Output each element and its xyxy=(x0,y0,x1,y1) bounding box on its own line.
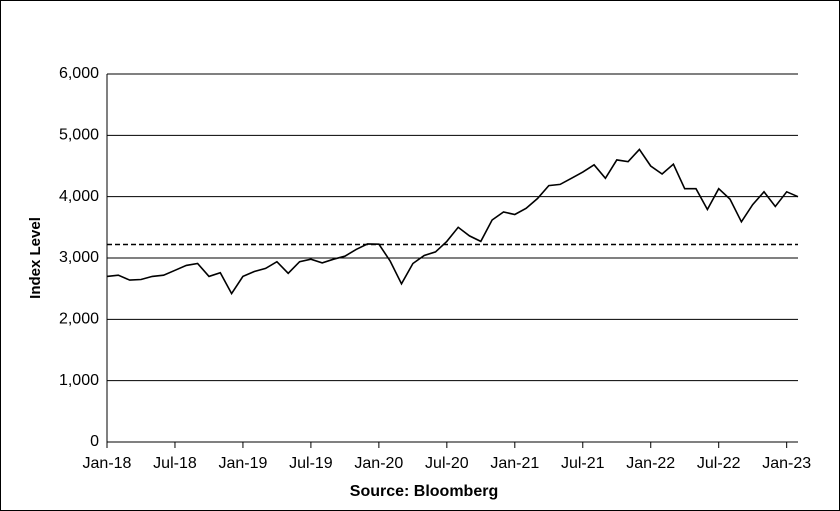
y-tick-label: 1,000 xyxy=(59,372,99,389)
y-axis-label: Index Level xyxy=(27,217,44,299)
y-tick-label: 0 xyxy=(90,433,99,450)
y-tick-label: 4,000 xyxy=(59,188,99,205)
line-series xyxy=(106,148,799,296)
x-tick-label: Jul-18 xyxy=(153,455,197,472)
x-tick-label: Jul-19 xyxy=(289,455,333,472)
x-axis-label: Source: Bloomberg xyxy=(350,483,498,500)
y-tick-label: 2,000 xyxy=(59,311,99,328)
x-tick-label: Jul-20 xyxy=(425,455,469,472)
x-tick-label: Jan-20 xyxy=(354,455,403,472)
x-tick-label: Jul-21 xyxy=(561,455,605,472)
y-tick-label: 5,000 xyxy=(59,127,99,144)
x-tick-label: Jan-21 xyxy=(490,455,539,472)
x-tick-label: Jul-22 xyxy=(697,455,741,472)
x-tick-label: Jan-19 xyxy=(218,455,267,472)
y-tick-label: 3,000 xyxy=(59,249,99,266)
x-tick-label: Jan-23 xyxy=(762,455,811,472)
x-tick-label: Jan-22 xyxy=(626,455,675,472)
x-tick-label: Jan-18 xyxy=(83,455,132,472)
y-tick-label: 6,000 xyxy=(59,65,99,82)
